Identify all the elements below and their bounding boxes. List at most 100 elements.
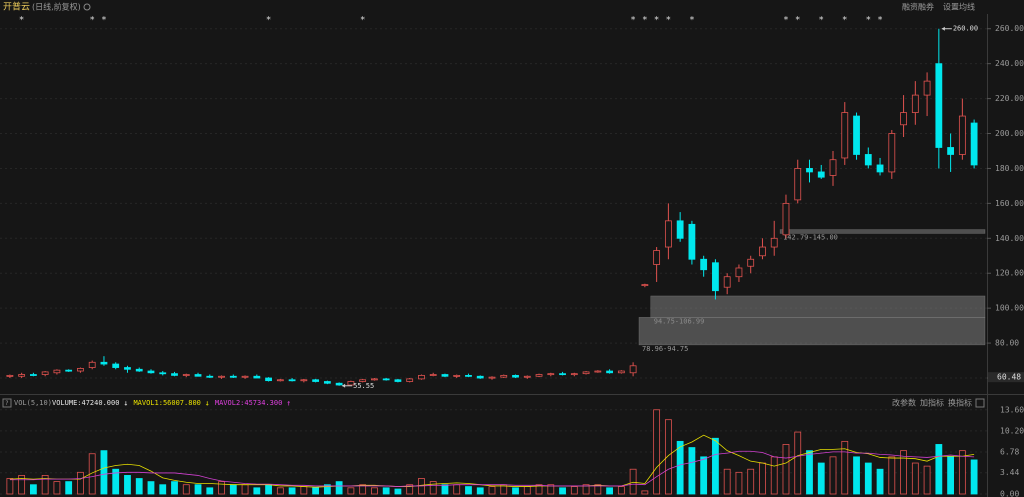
volume-bar <box>900 450 907 495</box>
volume-bar <box>582 484 590 495</box>
candle-body <box>218 375 225 378</box>
candle-body <box>406 378 414 382</box>
candle-body <box>288 379 296 382</box>
candle-body <box>359 379 367 382</box>
candle-body <box>806 168 813 173</box>
event-marker[interactable]: * <box>360 16 365 26</box>
event-marker[interactable]: * <box>654 16 659 26</box>
volume-bar <box>265 484 272 495</box>
y-tick-label: 100.00 <box>995 304 1024 313</box>
add-indicator[interactable]: 加指标 <box>920 398 944 408</box>
volume-bar <box>817 462 825 495</box>
event-marker[interactable]: * <box>89 16 94 26</box>
event-marker[interactable]: * <box>783 16 788 26</box>
event-marker[interactable]: * <box>795 16 800 26</box>
candle-body <box>547 373 555 376</box>
ma-line <box>9 434 975 488</box>
volume-bar <box>112 468 120 495</box>
candle-body <box>171 373 178 376</box>
candle-body <box>829 159 837 176</box>
y-tick-label: 180.00 <box>995 164 1024 173</box>
candle-body <box>900 112 907 126</box>
candle-body <box>653 250 661 265</box>
ma-settings-button[interactable]: 设置均线 <box>943 2 975 12</box>
candle-body <box>18 374 26 377</box>
edit-params[interactable]: 改参数 <box>892 398 916 408</box>
annotation-arrowhead <box>941 26 945 31</box>
y-tick-label: 13.60 <box>1000 405 1024 414</box>
candle-body <box>182 374 190 376</box>
volume-readout: VOLUME:47240.000 <box>52 399 119 407</box>
candle-body <box>335 382 343 386</box>
volume-bar <box>171 481 178 495</box>
y-tick-label: 220.00 <box>995 94 1024 103</box>
candle-body <box>100 361 108 365</box>
settings-icon[interactable] <box>83 3 91 11</box>
annotation-arrowhead <box>342 383 346 388</box>
event-marker[interactable]: * <box>101 16 106 26</box>
event-marker[interactable]: * <box>666 16 671 26</box>
y-tick-label: 140.00 <box>995 234 1024 243</box>
volume-bar <box>18 475 26 495</box>
candle-body <box>770 237 778 248</box>
candle-body <box>488 376 496 379</box>
ma-line <box>9 450 975 487</box>
event-marker[interactable]: * <box>19 16 24 26</box>
candle-body <box>323 381 331 384</box>
candle-body <box>476 375 484 379</box>
volume-bar <box>523 486 531 495</box>
volume-bar <box>476 487 484 495</box>
annotation-label: 55.55 <box>353 382 374 390</box>
volume-bar <box>206 487 214 495</box>
event-marker[interactable]: * <box>689 16 694 26</box>
candle-body <box>135 368 143 372</box>
switch-indicator[interactable]: 换指标 <box>948 398 972 408</box>
y-tick-label: 0.00 <box>1000 490 1019 497</box>
event-marker[interactable]: * <box>266 16 271 26</box>
event-marker[interactable]: * <box>642 16 647 26</box>
price-zone <box>650 295 986 318</box>
volume-bar <box>512 487 519 495</box>
candle-body <box>817 171 825 178</box>
volume-bar <box>6 478 14 495</box>
candle-body <box>535 374 543 377</box>
help-icon[interactable] <box>2 398 12 408</box>
volume-bar <box>688 447 696 495</box>
candle-body <box>617 370 625 374</box>
y-tick-label: 120.00 <box>995 269 1024 278</box>
volume-title: VOL(5,10) <box>14 399 52 407</box>
candle-body <box>629 365 637 374</box>
event-marker[interactable]: * <box>819 16 824 26</box>
volume-bar <box>429 481 437 495</box>
volume-bar <box>194 484 202 495</box>
volume-readout: MAVOL2:45734.300 <box>215 399 282 407</box>
volume-bar <box>347 487 355 495</box>
candle-body <box>465 374 472 377</box>
volume-bar <box>241 484 249 495</box>
candle-body <box>911 94 919 113</box>
volume-bar <box>629 468 637 495</box>
candle-body <box>394 379 402 382</box>
volume-bar <box>806 450 813 495</box>
event-marker[interactable]: * <box>877 16 882 26</box>
volume-bar <box>135 478 143 495</box>
volume-bar <box>276 487 284 495</box>
volume-bar <box>559 487 566 495</box>
y-tick-label: 6.78 <box>1000 448 1019 457</box>
volume-bar <box>453 484 461 495</box>
candle-body <box>958 115 966 155</box>
volume-bar <box>794 431 802 495</box>
candle-body <box>594 370 602 373</box>
candle-body <box>453 374 461 377</box>
event-marker[interactable]: * <box>630 16 635 26</box>
candle-body <box>747 258 755 267</box>
volume-bar <box>606 487 613 495</box>
candle-body <box>124 367 131 370</box>
event-marker[interactable]: * <box>866 16 871 26</box>
event-marker[interactable]: * <box>842 16 847 26</box>
close-icon[interactable] <box>975 398 985 408</box>
margin-button[interactable]: 融资融券 <box>902 2 934 12</box>
volume-bar <box>124 475 131 495</box>
candle-body <box>841 112 849 159</box>
candle-body <box>441 374 449 377</box>
